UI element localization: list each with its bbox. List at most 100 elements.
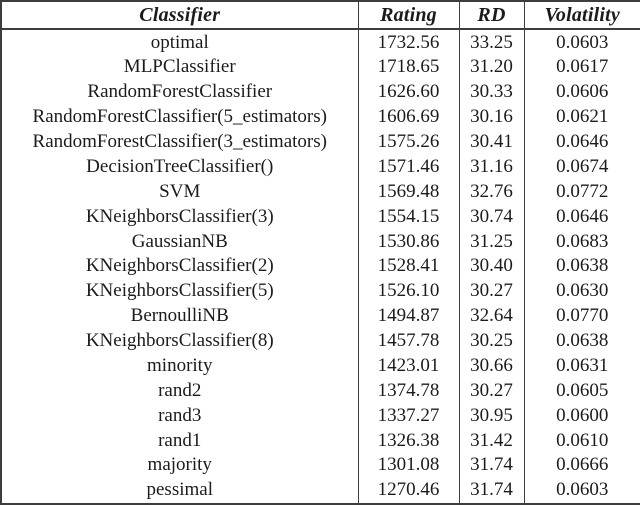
- column-header-rd: RD: [458, 1, 524, 30]
- cell-rating: 1270.46: [357, 477, 459, 504]
- cell-rd: 31.20: [458, 55, 524, 80]
- cell-rd: 31.16: [458, 154, 524, 180]
- cell-volatility: 0.0646: [523, 204, 640, 230]
- cell-volatility: 0.0674: [523, 154, 640, 180]
- table-row: RandomForestClassifier(5_estimators) 1606…: [1, 104, 640, 130]
- cell-classifier: KNeighborsClassifier(2): [85, 255, 274, 277]
- cell-rd: 33.25: [458, 29, 524, 55]
- cell-rating: 1718.65: [357, 55, 459, 80]
- cell-classifier: RandomForestClassifier(3_estimators): [32, 131, 327, 153]
- table-row: optimal 1732.56 33.25 0.0603: [1, 29, 640, 55]
- table-row: KNeighborsClassifier(2) 1528.41 30.40 0.063…: [1, 254, 640, 279]
- column-header-classifier: Classifier: [1, 1, 358, 30]
- cell-rd: 30.95: [458, 403, 524, 429]
- cell-volatility: 0.0600: [523, 403, 640, 429]
- table-row: KNeighborsClassifier(5) 1526.10 30.27 0.063…: [1, 278, 640, 304]
- table-row: KNeighborsClassifier(8) 1457.78 30.25 0.063…: [1, 328, 640, 354]
- cell-volatility: 0.0638: [523, 254, 640, 279]
- cell-rating: 1526.10: [357, 278, 459, 304]
- cell-rating: 1569.48: [357, 179, 459, 205]
- cell-rating: 1528.41: [357, 254, 459, 279]
- table-row: RandomForestClassifier 1626.60 30.33 0.0606: [1, 79, 640, 105]
- header-row: Classifier Rating RD Volatility: [1, 1, 640, 30]
- cell-classifier: majority: [147, 454, 212, 476]
- cell-rating: 1554.15: [357, 204, 459, 230]
- table-row: KNeighborsClassifier(3) 1554.15 30.74 0.064…: [1, 204, 640, 230]
- cell-rating: 1374.78: [357, 378, 459, 404]
- cell-volatility: 0.0770: [523, 303, 640, 329]
- table-row: rand1 1326.38 31.42 0.0610: [1, 428, 640, 453]
- cell-classifier: KNeighborsClassifier(8): [85, 330, 274, 352]
- cell-classifier: KNeighborsClassifier(3): [85, 205, 274, 227]
- cell-volatility: 0.0630: [523, 278, 640, 304]
- cell-classifier: RandomForestClassifier(5_estimators): [32, 106, 327, 128]
- table-row: DecisionTreeClassifier() 1571.46 31.16 0.06…: [1, 154, 640, 180]
- cell-classifier: rand1: [158, 429, 202, 451]
- table-row: rand2 1374.78 30.27 0.0605: [1, 378, 640, 404]
- cell-volatility: 0.0772: [523, 179, 640, 205]
- cell-volatility: 0.0617: [523, 55, 640, 80]
- cell-classifier: rand2: [158, 379, 202, 401]
- cell-volatility: 0.0683: [523, 229, 640, 254]
- table-row: MLPClassifier 1718.65 31.20 0.0617: [1, 55, 640, 80]
- cell-volatility: 0.0638: [523, 328, 640, 354]
- cell-rd: 30.25: [458, 328, 524, 354]
- cell-classifier: BernoulliNB: [130, 305, 229, 327]
- cell-rd: 32.76: [458, 179, 524, 205]
- table-row: GaussianNB 1530.86 31.25 0.0683: [1, 229, 640, 254]
- cell-rating: 1423.01: [357, 353, 459, 379]
- cell-volatility: 0.0666: [523, 453, 640, 478]
- table-row: SVM 1569.48 32.76 0.0772: [1, 179, 640, 205]
- cell-rating: 1530.86: [357, 229, 459, 254]
- cell-rating: 1494.87: [357, 303, 459, 329]
- cell-rating: 1606.69: [357, 104, 459, 130]
- cell-volatility: 0.0610: [523, 428, 640, 453]
- cell-classifier: rand3: [158, 404, 202, 426]
- cell-classifier: SVM: [159, 180, 201, 202]
- cell-classifier: RandomForestClassifier: [87, 81, 273, 103]
- cell-rating: 1326.38: [357, 428, 459, 453]
- cell-rd: 30.41: [458, 129, 524, 155]
- cell-classifier: minority: [147, 354, 213, 376]
- cell-classifier: GaussianNB: [131, 230, 228, 252]
- cell-rating: 1457.78: [357, 328, 459, 354]
- table-row: rand3 1337.27 30.95 0.0600: [1, 403, 640, 429]
- cell-rd: 31.42: [458, 428, 524, 453]
- cell-classifier: pessimal: [146, 479, 214, 501]
- cell-classifier: KNeighborsClassifier(5): [85, 280, 274, 302]
- table-row: pessimal 1270.46 31.74 0.0603: [1, 477, 640, 504]
- cell-rd: 30.27: [458, 278, 524, 304]
- cell-rd: 31.25: [458, 229, 524, 254]
- cell-rating: 1571.46: [357, 154, 459, 180]
- cell-volatility: 0.0646: [523, 129, 640, 155]
- cell-rd: 30.27: [458, 378, 524, 404]
- cell-rd: 31.74: [458, 453, 524, 478]
- cell-rd: 30.16: [458, 104, 524, 130]
- table-row: minority 1423.01 30.66 0.0631: [1, 353, 640, 379]
- column-header-rating: Rating: [357, 1, 459, 30]
- cell-rd: 31.74: [458, 477, 524, 504]
- cell-rd: 30.33: [458, 79, 524, 105]
- cell-rd: 30.74: [458, 204, 524, 230]
- cell-volatility: 0.0603: [523, 29, 640, 55]
- table-row: RandomForestClassifier(3_estimators) 1575…: [1, 129, 640, 155]
- cell-classifier: DecisionTreeClassifier(): [86, 155, 274, 177]
- cell-rating: 1626.60: [357, 79, 459, 105]
- cell-rd: 30.66: [458, 353, 524, 379]
- cell-volatility: 0.0605: [523, 378, 640, 404]
- cell-rating: 1337.27: [357, 403, 459, 429]
- cell-rd: 30.40: [458, 254, 524, 279]
- cell-rating: 1301.08: [357, 453, 459, 478]
- cell-volatility: 0.0631: [523, 353, 640, 379]
- cell-volatility: 0.0606: [523, 79, 640, 105]
- column-header-volatility: Volatility: [523, 1, 640, 30]
- cell-volatility: 0.0621: [523, 104, 640, 130]
- table-row: majority 1301.08 31.74 0.0666: [1, 453, 640, 478]
- cell-rating: 1732.56: [357, 29, 459, 55]
- cell-rd: 32.64: [458, 303, 524, 329]
- cell-classifier: optimal: [150, 31, 209, 53]
- cell-volatility: 0.0603: [523, 477, 640, 504]
- cell-rating: 1575.26: [357, 129, 459, 155]
